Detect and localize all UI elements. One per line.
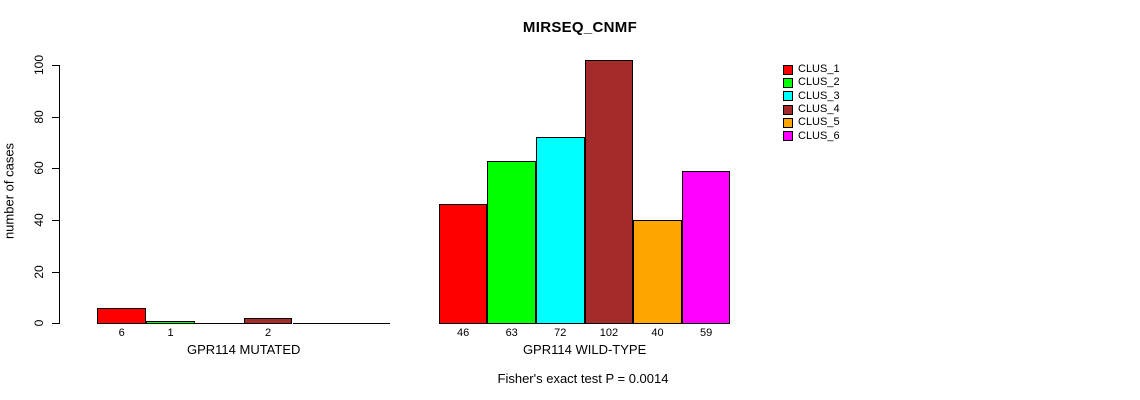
y-axis-line [59, 65, 60, 325]
y-axis-tick [52, 116, 59, 118]
bar-gpr114-wild-type-clus-1 [438, 204, 488, 325]
legend-item-label: CLUS_2 [798, 76, 840, 89]
bar-value-label: 6 [118, 327, 125, 339]
legend-color-swatch [783, 91, 793, 102]
bar-value-label: 102 [599, 327, 619, 339]
y-axis-tick [52, 168, 59, 170]
y-axis-tick [52, 65, 59, 66]
y-axis-tick-label: 0 [32, 319, 46, 327]
legend-item-clus-2: CLUS_2 [783, 77, 840, 88]
bar-value-label: 2 [265, 327, 272, 339]
chart-title: MIRSEQ_CNMF [522, 19, 638, 36]
y-axis-tick [52, 271, 59, 273]
legend-item-clus-6: CLUS_6 [783, 129, 840, 142]
bar-gpr114-wild-type-clus-4 [584, 59, 634, 325]
bar-value-label: 59 [699, 327, 713, 339]
bar-value-label: 46 [456, 327, 470, 339]
bar-gpr114-mutated-clus-3 [194, 323, 244, 325]
bar-value-label: 72 [554, 327, 567, 339]
footnote-fisher-test: Fisher's exact test P = 0.0014 [497, 371, 669, 386]
legend-item-label: CLUS_5 [798, 116, 840, 129]
legend-color-swatch [783, 64, 793, 75]
legend-color-swatch [783, 77, 793, 88]
legend-color-swatch [783, 104, 793, 115]
legend-item-clus-5: CLUS_5 [783, 117, 840, 128]
bar-gpr114-wild-type-clus-3 [536, 137, 585, 325]
legend-item-label: CLUS_4 [798, 103, 840, 116]
x-axis-label-gpr114-mutated: GPR114 MUTATED [186, 342, 301, 357]
y-axis-tick-label: 20 [32, 264, 46, 279]
legend-color-swatch [783, 117, 793, 128]
legend-item-label: CLUS_1 [798, 63, 840, 75]
legend-item-clus-1: CLUS_1 [783, 64, 840, 75]
y-axis-tick-label: 40 [32, 213, 46, 227]
bar-gpr114-wild-type-clus-6 [681, 170, 731, 325]
y-axis-tick [52, 323, 59, 325]
y-axis-tick-label: 60 [32, 161, 46, 175]
legend-item-label: CLUS_6 [798, 129, 840, 142]
legend-item-clus-4: CLUS_4 [783, 104, 840, 115]
y-axis-tick [52, 219, 59, 221]
bar-gpr114-mutated-clus-1 [97, 307, 147, 325]
x-axis-label-gpr114-wild-type: GPR114 WILD-TYPE [522, 342, 647, 357]
legend-item-clus-3: CLUS_3 [783, 89, 840, 102]
bar-gpr114-wild-type-clus-2 [487, 160, 536, 325]
bar-value-label: 40 [651, 327, 664, 339]
bar-value-label: 63 [505, 327, 518, 339]
bar-gpr114-mutated-clus-6 [341, 323, 391, 325]
bar-value-label: 1 [167, 327, 174, 339]
legend-item-label: CLUS_3 [798, 89, 840, 102]
legend-color-swatch [783, 131, 793, 142]
y-axis-tick-label: 100 [32, 54, 46, 76]
y-axis-tick-label: 80 [32, 109, 46, 124]
bar-gpr114-mutated-clus-4 [243, 318, 293, 325]
bar-gpr114-wild-type-clus-5 [633, 219, 682, 325]
bar-gpr114-mutated-clus-5 [292, 323, 342, 325]
y-axis-label: number of cases [1, 142, 17, 240]
legend: CLUS_1 CLUS_2 CLUS_3 CLUS_4 CLUS_5 CLUS_6 [783, 64, 903, 154]
bar-gpr114-mutated-clus-2 [146, 320, 195, 325]
